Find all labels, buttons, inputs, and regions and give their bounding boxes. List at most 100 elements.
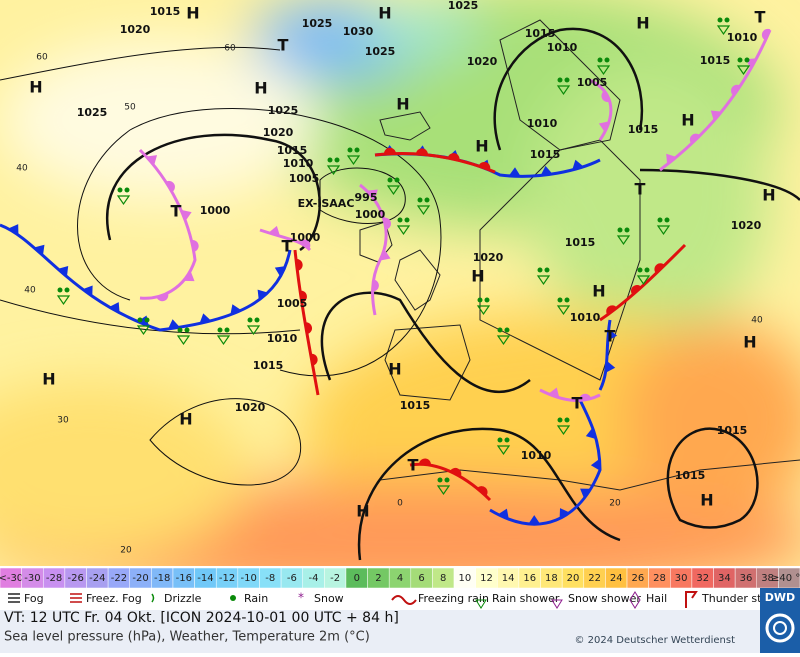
scale-label: 28 xyxy=(653,573,666,584)
scale-label: 2 xyxy=(375,573,381,584)
scale-label: -14 xyxy=(197,573,213,584)
scale-label: 36 xyxy=(740,573,753,584)
rain-symbol xyxy=(744,57,750,63)
front-symbol xyxy=(528,515,541,525)
isobar-label: 1020 xyxy=(235,401,266,414)
isobar-label: 1015 xyxy=(525,27,556,40)
isotherm-label: 40 xyxy=(16,164,28,174)
rain-symbol xyxy=(64,287,70,293)
isobar-label: 1015 xyxy=(277,144,308,157)
front-symbol xyxy=(295,258,303,271)
scale-label: 14 xyxy=(502,573,515,584)
front-symbol xyxy=(606,305,618,315)
shower-symbol xyxy=(216,335,231,346)
front-line xyxy=(259,228,312,252)
isotherm-label: 40 xyxy=(751,316,763,326)
footer-panel xyxy=(0,610,760,653)
front-line xyxy=(489,399,602,526)
rain-symbol xyxy=(424,197,430,203)
front-symbol xyxy=(300,290,307,303)
front-symbol xyxy=(590,458,601,471)
pressure-center: H xyxy=(471,267,484,286)
front-line xyxy=(138,148,197,300)
fronts xyxy=(0,28,772,526)
isobar-label: 1010 xyxy=(267,332,298,345)
isobar-label: 1015 xyxy=(530,148,561,161)
isobar-label: 1015 xyxy=(565,236,596,249)
pressure-center: H xyxy=(356,502,369,521)
scale-label: -4 xyxy=(309,573,319,584)
rain-symbol xyxy=(504,437,510,443)
rain-symbol xyxy=(117,187,123,193)
front-symbol xyxy=(710,110,722,121)
isobar-label: 1020 xyxy=(120,23,151,36)
isobar-label: 1010 xyxy=(727,31,758,44)
isobar xyxy=(149,398,302,486)
logo-swirl xyxy=(765,613,795,643)
isobar-label: 1025 xyxy=(365,45,396,58)
scale-label: 20 xyxy=(567,573,580,584)
shower-symbol xyxy=(386,185,401,196)
front-symbol xyxy=(109,302,120,313)
rain-symbol xyxy=(347,147,353,153)
scale-label: -8 xyxy=(265,573,275,584)
front-symbol xyxy=(379,249,391,261)
isobar xyxy=(319,167,406,224)
legend-label: Rain xyxy=(244,592,268,605)
snow-shower-icon xyxy=(551,599,563,609)
rain-symbol xyxy=(224,327,230,333)
shower-symbol xyxy=(396,225,411,236)
rain-symbol xyxy=(334,157,340,163)
front-symbol xyxy=(268,225,281,237)
isotherm-label: 60 xyxy=(224,44,236,54)
scale-label: 24 xyxy=(610,573,623,584)
scale-label: 34 xyxy=(718,573,731,584)
front-symbol xyxy=(580,488,591,499)
rain-symbol xyxy=(247,317,253,323)
shower-symbol xyxy=(596,65,611,76)
pressure-center: H xyxy=(396,95,409,114)
shower-symbol xyxy=(136,325,151,336)
isobar xyxy=(320,291,531,394)
front-symbol xyxy=(305,322,312,335)
shower-symbol xyxy=(556,305,571,316)
front-line xyxy=(598,319,612,391)
rain-symbol xyxy=(557,417,563,423)
isobar-label: 1015 xyxy=(700,54,731,67)
rain-symbol xyxy=(544,267,550,273)
pressure-center: T xyxy=(635,180,646,199)
shower-symbol xyxy=(536,275,551,286)
fog-icon xyxy=(8,593,20,603)
front-symbol xyxy=(299,239,311,249)
front-symbol xyxy=(230,304,242,315)
front-line xyxy=(409,462,492,502)
scale-label: -2 xyxy=(330,573,340,584)
isotherm-label: 60 xyxy=(36,53,48,63)
front-symbol xyxy=(181,209,192,222)
front-symbol xyxy=(601,90,611,102)
coast xyxy=(384,324,471,401)
isobar-label: 1025 xyxy=(268,104,299,117)
rain-icon xyxy=(230,595,236,601)
pressure-center: H xyxy=(378,4,391,23)
legend-label: Drizzle xyxy=(164,592,202,605)
isobar-label: 1005 xyxy=(289,172,320,185)
front-symbol xyxy=(199,313,212,324)
front-symbol xyxy=(605,360,616,373)
front-symbol xyxy=(33,244,45,256)
rain-symbol xyxy=(417,197,423,203)
scale-label: 4 xyxy=(397,573,403,584)
pressure-center: T xyxy=(278,36,289,55)
front-symbol xyxy=(585,427,597,440)
rain-symbol xyxy=(604,57,610,63)
pressure-center: H xyxy=(636,14,649,33)
rain-symbol xyxy=(657,217,663,223)
front-symbol xyxy=(548,387,560,398)
isobar-label: 1020 xyxy=(473,251,504,264)
valid-time: VT: 12 UTC Fr. 04 Okt. [ICON 2024-10-01 … xyxy=(4,610,399,626)
front-symbol xyxy=(383,217,391,230)
front-symbol xyxy=(630,285,642,296)
shower-symbol xyxy=(636,275,651,286)
